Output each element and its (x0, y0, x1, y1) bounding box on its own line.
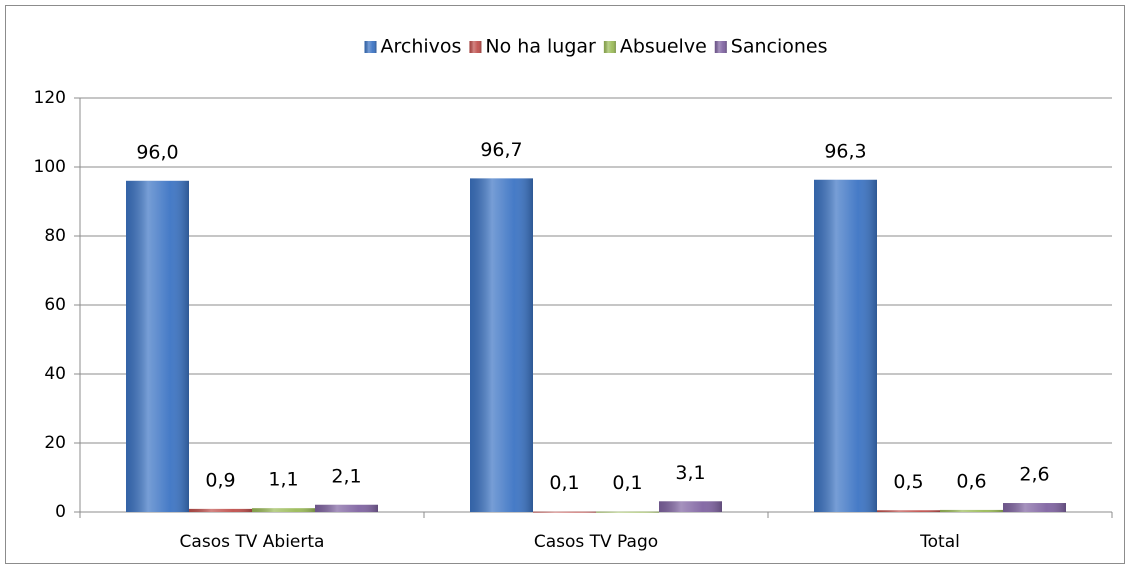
y-tick-label: 20 (44, 433, 66, 453)
x-tick-label: Casos TV Pago (534, 532, 658, 552)
x-tick-label: Total (919, 532, 960, 552)
value-label: 0,6 (956, 470, 986, 492)
y-tick-label: 120 (34, 88, 66, 108)
y-tick-label: 40 (44, 364, 66, 384)
value-label: 2,1 (331, 465, 361, 487)
legend-label: Archivos (380, 36, 461, 58)
legend-label: Absuelve (620, 36, 707, 58)
bar-shine (315, 504, 378, 512)
y-tick-label: 0 (55, 502, 66, 522)
legend-swatch-shine (469, 41, 482, 53)
bar-shine (470, 178, 533, 512)
legend-label: No ha lugar (485, 36, 596, 58)
value-label: 0,9 (205, 469, 235, 491)
bar-shine (533, 511, 596, 513)
bar-shine (189, 508, 252, 512)
value-label: 96,3 (824, 140, 866, 162)
bar-shine (877, 510, 940, 512)
bar-shine (596, 511, 659, 513)
legend-swatch-shine (603, 41, 616, 53)
bar-shine (126, 180, 189, 513)
legend-swatch-shine (364, 41, 377, 53)
bar-shine (940, 509, 1003, 512)
value-label: 0,5 (893, 471, 923, 493)
y-tick-label: 100 (34, 157, 66, 177)
legend-swatch-shine (714, 41, 727, 53)
bar-shine (814, 179, 877, 512)
bar-shine (659, 501, 722, 512)
value-label: 0,1 (549, 472, 579, 494)
y-tick-label: 60 (44, 295, 66, 315)
value-label: 1,1 (268, 469, 298, 491)
value-label: 96,0 (136, 141, 178, 163)
bar-shine (252, 508, 315, 512)
value-label: 3,1 (675, 462, 705, 484)
bar-shine (1003, 503, 1066, 512)
legend-label: Sanciones (731, 36, 828, 58)
x-tick-label: Casos TV Abierta (180, 532, 325, 552)
value-label: 96,7 (480, 139, 522, 161)
value-label: 0,1 (612, 472, 642, 494)
value-label: 2,6 (1019, 464, 1049, 486)
y-tick-label: 80 (44, 226, 66, 246)
